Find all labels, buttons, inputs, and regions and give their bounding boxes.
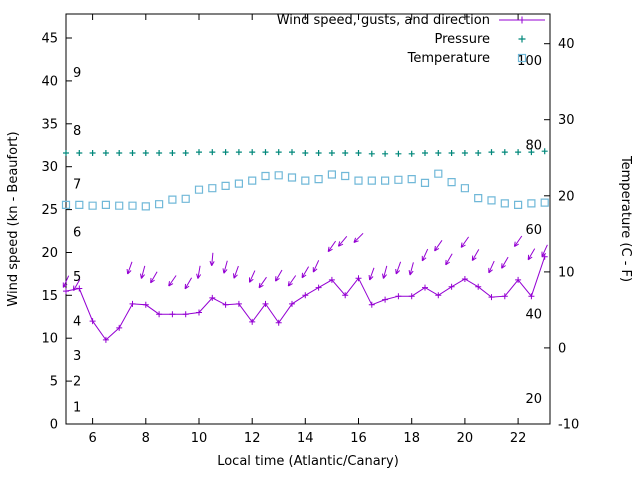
svg-text:100: 100 xyxy=(517,54,542,69)
svg-text:20: 20 xyxy=(525,392,542,407)
svg-text:20: 20 xyxy=(41,246,58,261)
svg-text:8: 8 xyxy=(142,431,150,446)
svg-text:9: 9 xyxy=(73,66,81,81)
legend-label-temperature: Temperature xyxy=(407,50,490,66)
svg-text:0: 0 xyxy=(558,341,566,356)
y-left-axis-label: Wind speed (kn - Beaufort) xyxy=(6,131,21,306)
svg-text:30: 30 xyxy=(41,160,58,175)
svg-text:10: 10 xyxy=(558,265,575,280)
svg-text:20: 20 xyxy=(457,431,474,446)
legend-entry-wind: Wind speed, gusts, and direction xyxy=(276,12,547,28)
legend-entry-pressure: Pressure xyxy=(277,31,547,47)
svg-text:5: 5 xyxy=(73,270,81,285)
x-axis-label: Local time (Atlantic/Canary) xyxy=(217,454,399,469)
svg-text:4: 4 xyxy=(73,315,81,330)
svg-text:45: 45 xyxy=(41,32,58,47)
svg-text:15: 15 xyxy=(41,289,58,304)
svg-text:-10: -10 xyxy=(558,418,579,433)
legend-label-pressure: Pressure xyxy=(434,31,490,47)
svg-text:6: 6 xyxy=(73,225,81,240)
svg-text:1: 1 xyxy=(73,400,81,415)
svg-text:20: 20 xyxy=(558,189,575,204)
wind-line-plus-icon xyxy=(497,13,547,27)
svg-text:12: 12 xyxy=(244,431,261,446)
svg-text:14: 14 xyxy=(297,431,314,446)
chart-plot-area: 6 8 10 12 14 16 18 20 22051015202530354045-10010… xyxy=(41,13,579,446)
svg-text:10: 10 xyxy=(41,332,58,347)
svg-text:2: 2 xyxy=(73,375,81,390)
legend-entry-temperature: Temperature xyxy=(277,50,547,66)
svg-text:40: 40 xyxy=(558,37,575,52)
legend-label-wind: Wind speed, gusts, and direction xyxy=(276,12,490,28)
svg-text:18: 18 xyxy=(403,431,420,446)
svg-text:6: 6 xyxy=(88,431,96,446)
svg-text:60: 60 xyxy=(525,223,542,238)
svg-text:16: 16 xyxy=(350,431,367,446)
svg-text:8: 8 xyxy=(73,124,81,139)
svg-text:40: 40 xyxy=(525,308,542,323)
svg-text:3: 3 xyxy=(73,349,81,364)
svg-text:10: 10 xyxy=(191,431,208,446)
svg-text:35: 35 xyxy=(41,117,58,132)
chart-legend: Wind speed, gusts, and direction Pressur… xyxy=(276,12,547,66)
temperature-square-icon xyxy=(497,51,547,65)
svg-text:30: 30 xyxy=(558,113,575,128)
svg-text:40: 40 xyxy=(41,74,58,89)
svg-text:5: 5 xyxy=(50,375,58,390)
svg-text:0: 0 xyxy=(50,418,58,433)
svg-text:22: 22 xyxy=(510,431,527,446)
y-right-axis-label: Temperature (C - F) xyxy=(618,155,633,282)
svg-text:25: 25 xyxy=(41,203,58,218)
svg-text:7: 7 xyxy=(73,177,81,192)
svg-text:80: 80 xyxy=(525,139,542,154)
pressure-plus-icon xyxy=(497,32,547,46)
